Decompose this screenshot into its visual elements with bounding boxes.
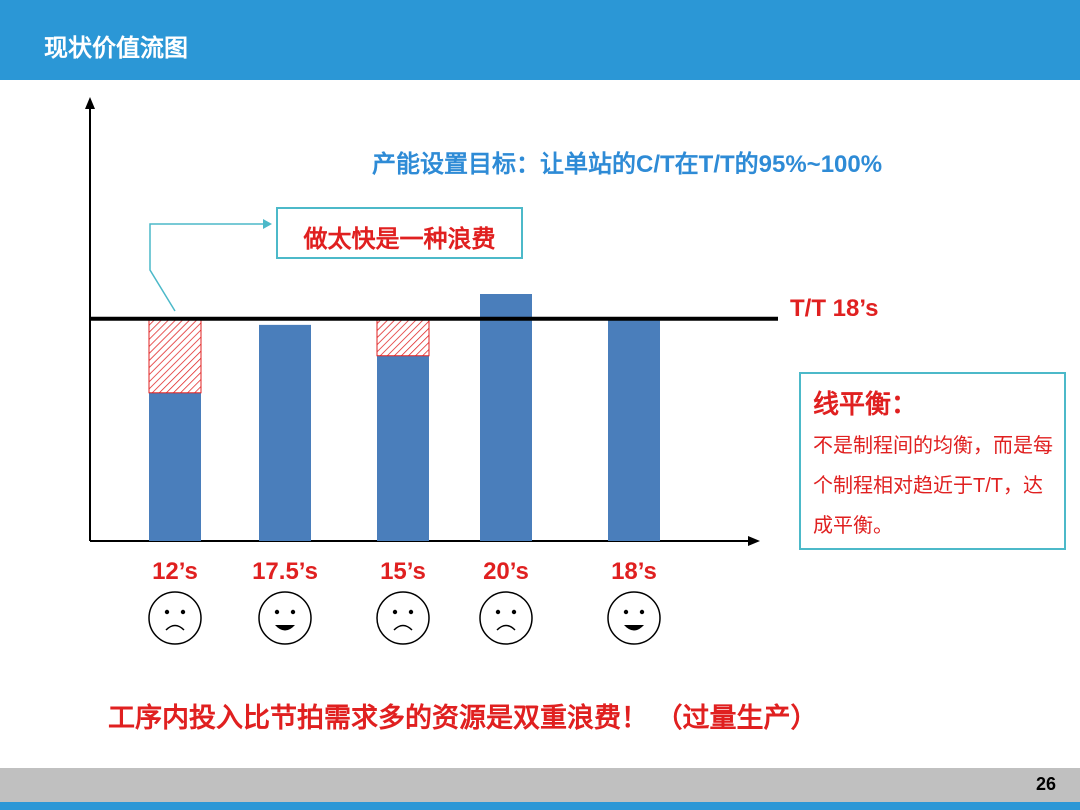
sad-face-icon-3	[376, 591, 430, 645]
category-label-1: 12’s	[152, 558, 198, 585]
waste-hatch-3	[376, 318, 430, 357]
waste-callout-text: 做太快是一种浪费	[303, 226, 496, 253]
y-axis-arrow	[85, 97, 95, 109]
happy-face-icon-5	[607, 591, 661, 645]
line-balance-description: 不是制程间的均衡，而是每个制程相对趋近于T/T，达成平衡。	[813, 435, 1053, 537]
bar-5	[608, 318, 660, 541]
page-title: 现状价值流图	[44, 35, 188, 62]
bar-4	[480, 294, 532, 541]
footer-accent-bar	[0, 802, 1080, 810]
category-label-2: 17.5’s	[252, 558, 318, 585]
happy-face-icon-2	[258, 591, 312, 645]
waste-callout-arrow	[263, 219, 272, 229]
bar-1	[149, 392, 201, 541]
bar-2	[259, 324, 311, 541]
category-label-4: 20’s	[483, 558, 529, 585]
category-label-5: 18’s	[611, 558, 657, 585]
bar-3	[377, 355, 429, 541]
tt-reference-label: T/T 18’s	[790, 295, 879, 322]
line-balance-title: 线平衡：	[813, 389, 918, 419]
header-bar: 现状价值流图	[0, 0, 1080, 80]
page-number: 26	[1035, 774, 1056, 794]
sad-face-icon-4	[479, 591, 533, 645]
category-label-3: 15’s	[380, 558, 426, 585]
waste-hatch-1	[148, 318, 202, 394]
x-axis-arrow	[748, 536, 760, 546]
double-waste-statement: 工序内投入比节拍需求多的资源是双重浪费！ （过量生产）	[108, 703, 818, 733]
sad-face-icon-1	[148, 591, 202, 645]
line-balance-box: 线平衡： 不是制程间的均衡，而是每个制程相对趋近于T/T，达成平衡。	[799, 372, 1066, 550]
waste-callout-box: 做太快是一种浪费	[276, 207, 523, 259]
waste-callout-connector	[149, 223, 265, 312]
capacity-target-text: 产能设置目标：让单站的C/T在T/T的95%~100%	[372, 151, 883, 178]
footer-bar	[0, 768, 1080, 802]
